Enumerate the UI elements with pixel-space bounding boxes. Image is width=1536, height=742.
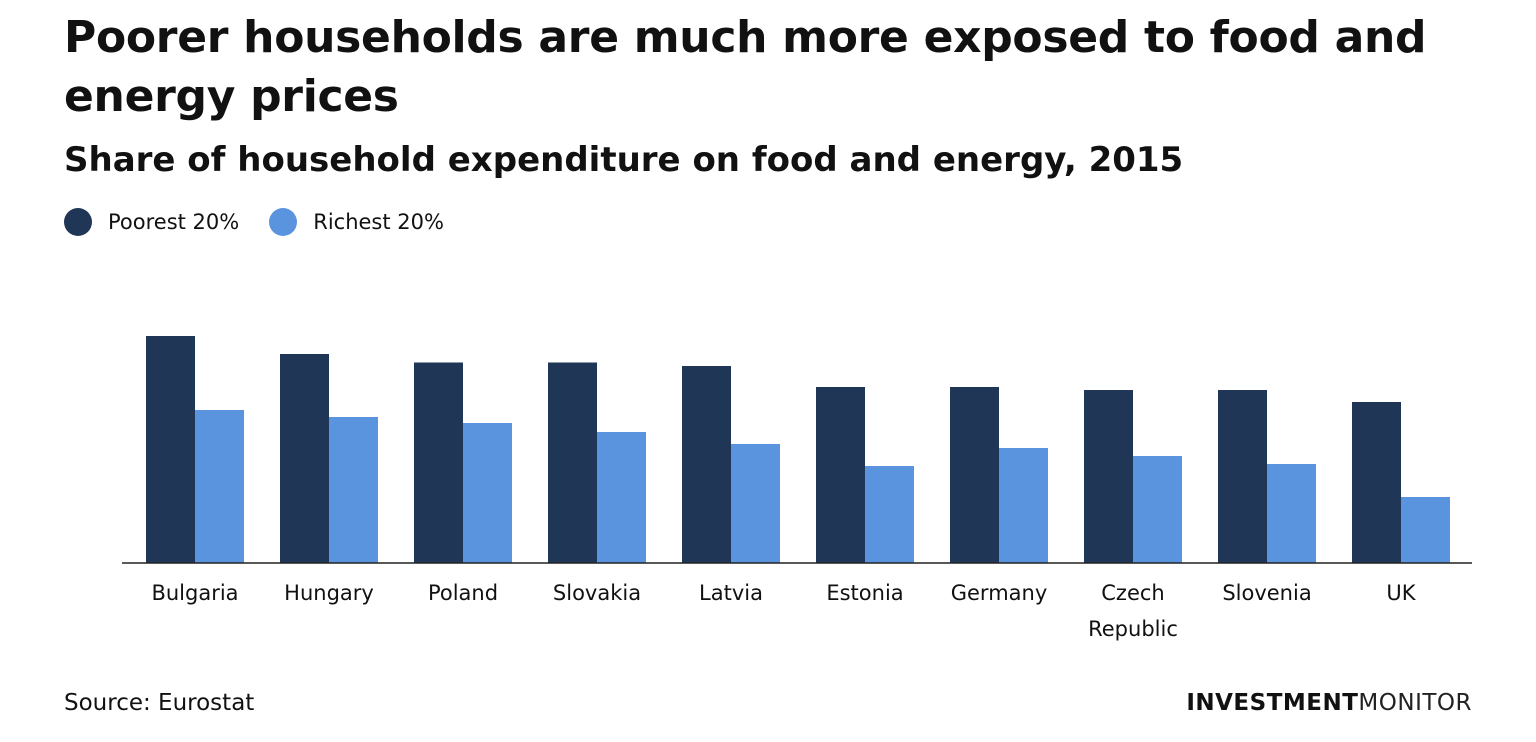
bar-poorest-estonia [816,387,865,563]
x-tick-label: Estonia [826,581,903,605]
bar-poorest-slovakia [548,362,597,563]
x-tick-label: Czech Republic [1088,581,1178,641]
bar-richest-poland [463,423,512,563]
bar-richest-uk [1401,497,1450,563]
legend-item-richest: Richest 20% [269,208,444,236]
bar-poorest-uk [1352,402,1401,563]
bar-richest-slovakia [597,432,646,563]
legend: Poorest 20% Richest 20% [64,208,474,236]
bar-richest-latvia [731,444,780,563]
x-tick-label: Germany [951,581,1048,605]
source-note: Source: Eurostat [64,690,255,716]
bar-poorest-latvia [682,366,731,563]
chart-subtitle: Share of household expenditure on food a… [64,140,1184,180]
bar-richest-bulgaria [195,410,244,563]
x-tick-label: UK [1386,581,1416,605]
bar-poorest-bulgaria [146,336,195,563]
bar-richest-germany [999,448,1048,563]
legend-label-richest: Richest 20% [313,210,444,234]
legend-swatch-richest [269,208,298,236]
x-tick-label: Slovakia [553,581,641,605]
chart-title: Poorer households are much more exposed … [64,12,1427,122]
brand-logo-part1: INVESTMENT [1186,690,1359,716]
brand-logo-part2: MONITOR [1358,690,1472,716]
x-tick-label: Poland [428,581,498,605]
legend-label-poorest: Poorest 20% [108,210,240,234]
bar-poorest-poland [414,362,463,563]
x-tick-label: Latvia [699,581,763,605]
bar-poorest-hungary [280,354,329,563]
bar-richest-hungary [329,417,378,563]
brand-logo: INVESTMENTMONITOR [1186,690,1472,716]
bar-poorest-czech-republic [1084,390,1133,563]
bar-richest-estonia [865,466,914,563]
legend-item-poorest: Poorest 20% [64,208,239,236]
x-tick-label: Slovenia [1222,581,1311,605]
bar-poorest-slovenia [1218,390,1267,563]
x-tick-label: Hungary [284,581,374,605]
legend-swatch-poorest [64,208,92,236]
bar-richest-slovenia [1267,464,1316,563]
bar-poorest-germany [950,387,999,563]
x-tick-label: Bulgaria [151,581,238,605]
bar-richest-czech-republic [1133,456,1182,563]
